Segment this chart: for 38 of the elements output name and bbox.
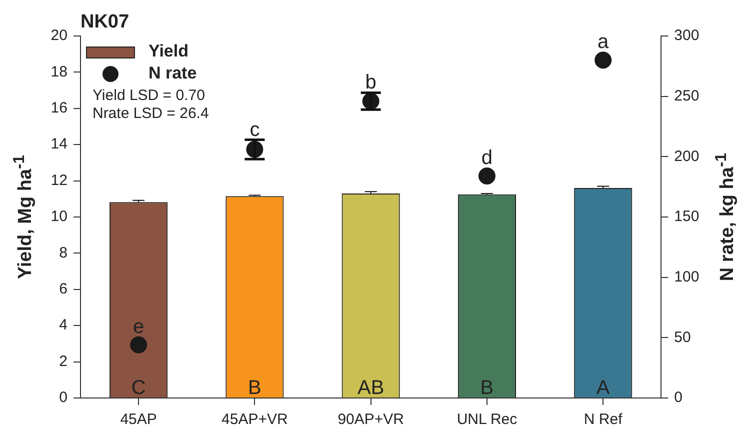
annotation: Yield LSD = 0.70 <box>92 87 205 104</box>
y-tick-label: 6 <box>59 280 68 298</box>
y-tick-label: 12 <box>50 172 68 189</box>
y-tick-label: 2 <box>59 352 68 370</box>
y2-tick-label: 150 <box>674 208 700 226</box>
data-label: B <box>248 377 262 399</box>
y2-tick-label: 300 <box>674 27 700 44</box>
x-tick-label: 45AP+VR <box>222 411 288 428</box>
y-tick-label: 16 <box>50 100 68 117</box>
data-label: B <box>480 377 494 399</box>
legend-label: N rate <box>148 64 197 83</box>
chart-title: NK07 <box>80 12 130 33</box>
x-tick-label: 90AP+VR <box>338 411 404 428</box>
y-tick-label: 10 <box>50 208 68 226</box>
annotation: Nrate LSD = 26.4 <box>92 105 209 122</box>
legend-label: Yield <box>148 42 188 61</box>
y-tick-label: 0 <box>59 389 68 406</box>
data-label: b <box>365 72 376 94</box>
y-tick-label: 14 <box>50 136 68 153</box>
y-tick-label: 20 <box>50 27 68 44</box>
y2-tick-label: 0 <box>674 389 683 406</box>
y2-tick-label: 250 <box>674 87 700 104</box>
x-tick-label: N Ref <box>584 411 624 428</box>
data-label: C <box>131 377 146 399</box>
data-label: e <box>132 316 144 338</box>
y2-tick-label: 200 <box>674 148 700 165</box>
data-label: a <box>598 31 610 54</box>
x-tick-label: 45AP <box>120 411 157 428</box>
y-tick-label: 4 <box>59 316 68 334</box>
y2-tick-label: 50 <box>674 328 691 346</box>
data-label: c <box>250 118 260 141</box>
data-label: AB <box>357 377 384 399</box>
x-tick-label: UNL Rec <box>456 411 518 428</box>
y-tick-label: 18 <box>50 63 68 80</box>
data-label: d <box>481 146 493 169</box>
y-tick-label: 8 <box>59 244 68 262</box>
data-label: A <box>596 377 610 399</box>
y2-tick-label: 100 <box>674 268 700 286</box>
